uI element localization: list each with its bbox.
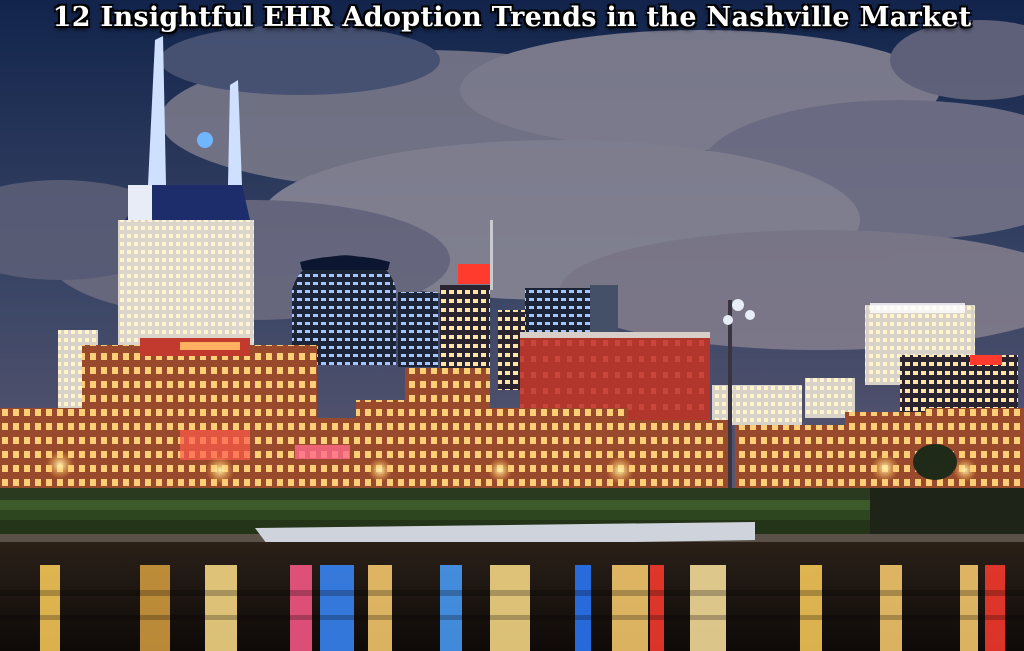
river-reflections <box>0 565 1024 651</box>
light-pole <box>723 299 755 490</box>
at-t-tower <box>118 36 254 350</box>
tree <box>913 444 957 480</box>
headline: 12 Insightful EHR Adoption Trends in the… <box>52 2 972 33</box>
blue-tower <box>398 292 438 367</box>
office-building <box>805 378 855 418</box>
l-and-c-tower <box>440 220 493 375</box>
radio-tower <box>590 285 618 340</box>
barge <box>255 522 755 548</box>
street-lights <box>46 451 977 484</box>
office-building <box>712 385 802 425</box>
dark-skyscraper <box>292 255 396 365</box>
brick-buildings <box>0 338 1024 490</box>
office-building <box>525 288 590 333</box>
